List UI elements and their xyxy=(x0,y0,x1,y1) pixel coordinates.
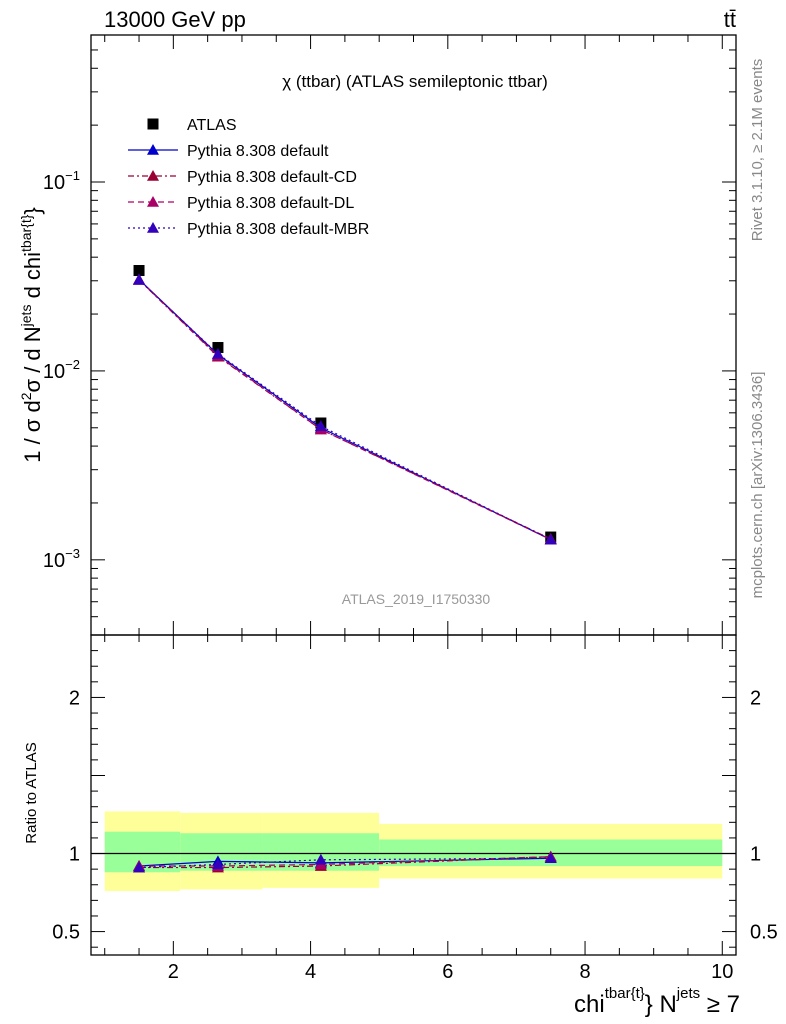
main-y-tick-label: 10−3 xyxy=(43,546,80,572)
header-energy-label: 13000 GeV pp xyxy=(104,7,246,32)
header-process-label: tt̄ xyxy=(724,7,736,32)
main-series-point xyxy=(133,273,146,285)
ratio-y-tick-label: 0.5 xyxy=(52,922,80,944)
legend-label: ATLAS xyxy=(187,117,237,134)
main-series-point xyxy=(211,347,224,359)
ratio-series-point xyxy=(211,858,224,870)
legend-entry: Pythia 8.308 default-DL xyxy=(128,195,354,212)
ratio-x-axis: 2 4 6 8 10 xyxy=(104,635,733,983)
main-title: χ (ttbar) (ATLAS semileptonic ttbar) xyxy=(282,72,548,91)
legend-marker xyxy=(147,170,159,181)
main-y-tick-label: 10−1 xyxy=(43,168,80,194)
main-panel: χ (ttbar) (ATLAS semileptonic ttbar) ATL… xyxy=(18,34,737,636)
ratio-y-tick-label-right: 0.5 xyxy=(750,922,778,944)
legend-marker xyxy=(147,144,159,155)
x-tick-label: 10 xyxy=(711,961,733,983)
data-point xyxy=(212,342,224,354)
main-series-line xyxy=(138,279,551,540)
ratio-y-tick-label: 1 xyxy=(69,844,80,866)
legend-label: Pythia 8.308 default-DL xyxy=(187,195,354,212)
main-ylabel: 1 / σ d2σ / d Njets d chitbar{t}} xyxy=(18,207,45,463)
data-point xyxy=(133,265,145,277)
ratio-ylabel: Ratio to ATLAS xyxy=(23,742,40,843)
legend-label: Pythia 8.308 default xyxy=(187,143,329,160)
legend-marker xyxy=(147,196,159,207)
main-series-line xyxy=(138,279,551,541)
ratio-panel: Ratio to ATLAS 0.5 0.5 1 1 2 2 2 4 6 8 10 chitbar… xyxy=(23,634,778,1018)
mcplots-label: mcplots.cern.ch [arXiv:1306.3436] xyxy=(749,372,766,599)
main-series-point xyxy=(544,533,557,545)
x-tick-label: 4 xyxy=(305,961,316,983)
main-series-point xyxy=(314,420,327,431)
watermark-label: ATLAS_2019_I1750330 xyxy=(342,591,491,607)
main-series-line xyxy=(138,279,551,541)
legend-marker xyxy=(147,222,159,233)
x-tick-label: 8 xyxy=(579,961,590,983)
main-series-group xyxy=(133,265,557,545)
x-tick-label: 6 xyxy=(442,961,453,983)
ratio-y-axis: 0.5 0.5 1 1 2 2 xyxy=(52,634,778,948)
main-x-axis xyxy=(104,35,723,635)
ratio-series-point xyxy=(544,852,557,864)
ratio-series-line xyxy=(139,856,551,867)
main-series-line xyxy=(138,278,551,541)
legend-label: Pythia 8.308 default-CD xyxy=(187,169,357,186)
ratio-y-tick-label-right: 1 xyxy=(750,844,761,866)
legend-entry: Pythia 8.308 default xyxy=(128,143,329,160)
ratio-series-group xyxy=(133,850,557,873)
main-y-axis: 10−1 10−2 10−3 xyxy=(43,49,736,636)
ratio-series-line xyxy=(139,856,551,869)
rivet-version-label: Rivet 3.1.10, ≥ 2.1M events xyxy=(749,59,766,242)
legend-entry: ATLAS xyxy=(147,117,237,134)
main-y-tick-label: 10−2 xyxy=(43,357,80,383)
x-tick-label: 2 xyxy=(168,961,179,983)
ratio-y-tick-label: 2 xyxy=(69,687,80,709)
ratio-uncertainty-bands xyxy=(91,811,736,891)
legend-entry: Pythia 8.308 default-CD xyxy=(128,169,357,186)
legend: ATLAS Pythia 8.308 default Pythia 8.308 de… xyxy=(128,117,369,238)
ratio-plot-area xyxy=(90,634,737,956)
x-axis-label: chitbar{t}} Njets ≥ 7 xyxy=(574,985,740,1018)
ratio-y-tick-label-right: 2 xyxy=(750,687,761,709)
legend-marker xyxy=(147,118,159,130)
ratio-series-point xyxy=(314,853,327,865)
legend-entry: Pythia 8.308 default-MBR xyxy=(128,221,369,238)
ratio-series-point xyxy=(133,861,146,873)
legend-label: Pythia 8.308 default-MBR xyxy=(187,221,369,238)
ratio-series-line xyxy=(139,857,551,869)
